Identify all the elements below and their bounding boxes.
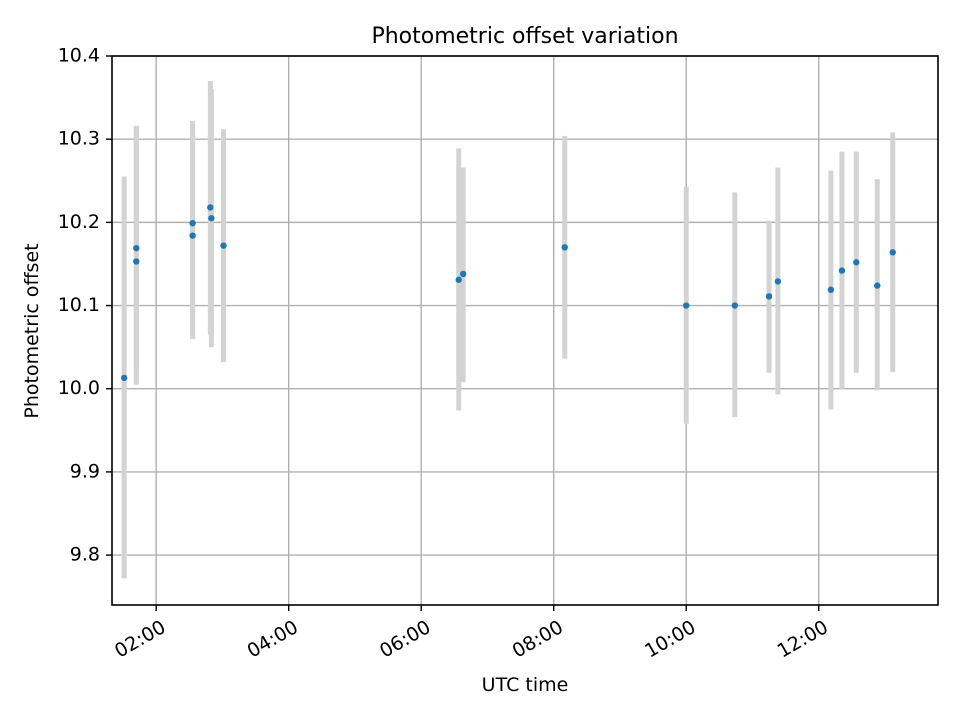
- data-point: [853, 259, 860, 266]
- data-point: [220, 242, 227, 249]
- y-axis-ticks: 9.8 9.9 10.0 10.1 10.2 10.3 10.4: [58, 45, 112, 566]
- data-point: [889, 249, 896, 256]
- data-point: [133, 244, 140, 252]
- y-tick-label: 10.1: [58, 294, 100, 316]
- point-layer: [120, 204, 896, 382]
- data-point: [827, 286, 835, 293]
- data-point: [208, 215, 215, 222]
- data-point: [459, 270, 467, 278]
- data-point: [561, 244, 568, 251]
- y-tick-label: 10.2: [58, 211, 100, 233]
- data-point: [874, 282, 881, 289]
- data-point: [774, 278, 782, 285]
- y-axis-label: Photometric offset: [21, 243, 43, 418]
- x-axis-label: UTC time: [482, 674, 569, 696]
- data-point: [838, 267, 846, 274]
- data-point: [133, 258, 140, 265]
- data-point: [189, 232, 196, 239]
- plot-area-frame: [111, 55, 939, 606]
- y-tick-label: 9.8: [70, 544, 100, 566]
- data-point: [731, 302, 739, 309]
- data-point: [455, 276, 462, 283]
- y-tick-label: 10.3: [58, 128, 100, 150]
- data-point: [189, 219, 196, 227]
- y-tick-label: 9.9: [70, 460, 100, 482]
- data-point: [120, 374, 128, 382]
- data-point: [683, 302, 690, 309]
- chart-title: Photometric offset variation: [371, 24, 678, 49]
- y-tick-label: 10.0: [58, 377, 100, 399]
- data-point: [207, 204, 214, 211]
- data-point: [765, 293, 773, 300]
- y-tick-label: 10.4: [58, 45, 100, 67]
